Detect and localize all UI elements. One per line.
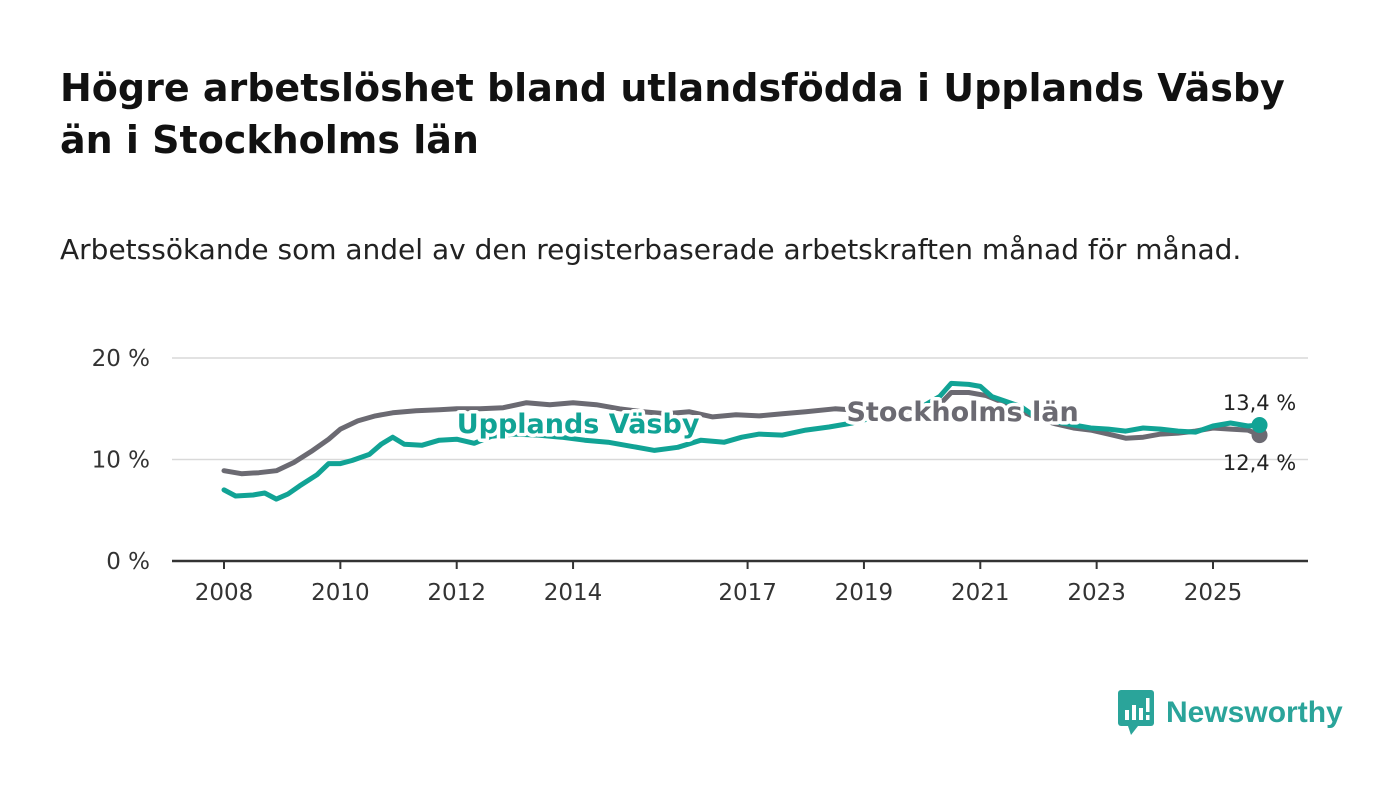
chart-subtitle: Arbetssökande som andel av den registerb… (60, 233, 1242, 266)
series-line-stockholms-lan (221, 390, 1262, 477)
x-tick-label: 2014 (544, 580, 603, 606)
y-axis-ticks: 0 % 10 % 20 % (92, 346, 150, 575)
newsworthy-logo: Newsworthy (1118, 690, 1343, 736)
x-tick-label: 2008 (195, 580, 254, 606)
end-value-label-stockholms-lan: 12,4 % (1223, 451, 1296, 475)
chart-title: Högre arbetslöshet bland utlandsfödda i … (60, 66, 1285, 162)
x-tick-label: 2017 (718, 580, 777, 606)
series-label-upplands-vasby: Upplands Väsby (457, 409, 700, 440)
series-labels: Stockholms län Upplands Väsby (453, 393, 1082, 443)
x-tick-label: 2010 (311, 580, 370, 606)
bar-chart-speech-bubble-icon (1118, 690, 1154, 735)
x-tick-label: 2025 (1184, 580, 1243, 606)
x-tick-label: 2023 (1067, 580, 1126, 606)
end-markers: 12,4 % 13,4 % (1223, 391, 1296, 475)
y-tick-label: 0 % (106, 549, 150, 575)
end-value-label-upplands-vasby: 13,4 % (1223, 391, 1296, 415)
series-line-upplands-vasby (221, 380, 1262, 502)
x-axis-ticks: 2008 2010 2012 2014 2017 2019 2021 2023 2025 (195, 561, 1243, 606)
series-label-stockholms-lan: Stockholms län (846, 397, 1078, 428)
y-tick-label: 20 % (92, 346, 150, 372)
x-tick-label: 2019 (835, 580, 894, 606)
y-tick-label: 10 % (92, 448, 150, 474)
brand-name: Newsworthy (1166, 696, 1343, 729)
end-point-upplands-vasby (1251, 416, 1268, 433)
gridlines (172, 357, 1308, 563)
series-lines (221, 380, 1262, 502)
x-tick-label: 2021 (951, 580, 1010, 606)
x-tick-label: 2012 (427, 580, 486, 606)
